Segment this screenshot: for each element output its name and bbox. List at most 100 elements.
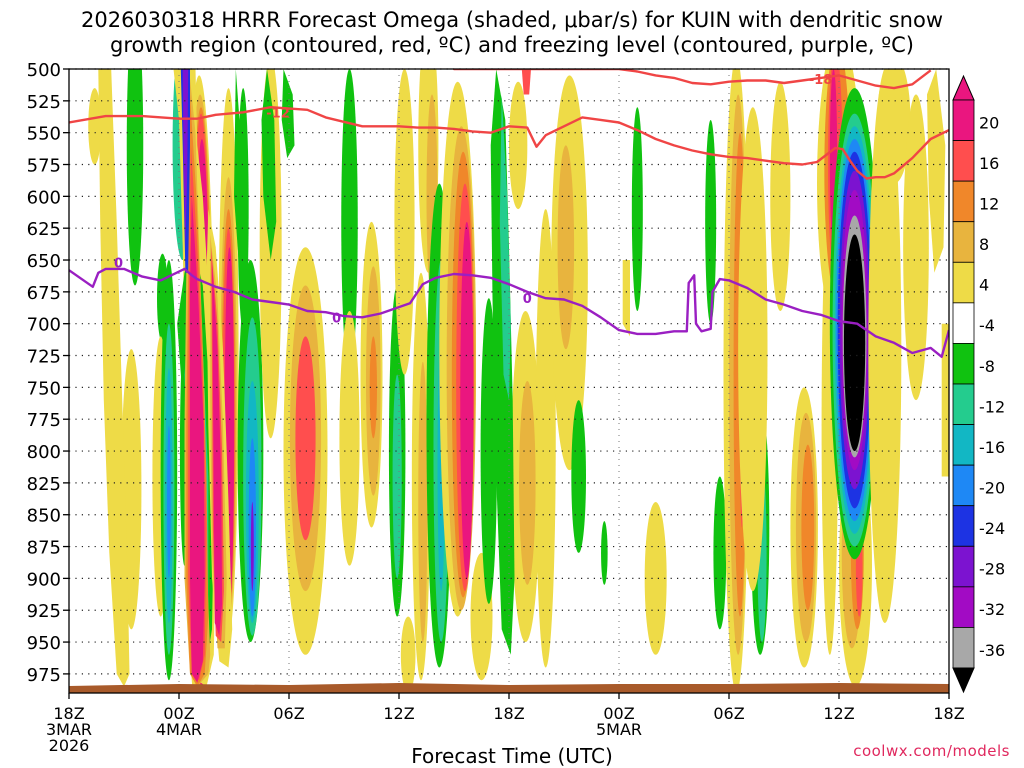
terrain-ground	[69, 683, 949, 693]
colorbar-label: -4	[979, 316, 995, 335]
colorbar-label: -36	[979, 641, 1005, 660]
x-tick-label: 00Z	[163, 704, 194, 723]
omega-blob	[250, 501, 254, 592]
colorbar-label: -12	[979, 397, 1005, 416]
omega-region	[927, 69, 946, 273]
y-tick-label: 500	[27, 60, 61, 81]
x-tick-label: 00Z	[603, 704, 634, 723]
omega-region	[234, 69, 244, 273]
omega-region	[281, 69, 295, 159]
dgz-contour-label: -12	[266, 106, 290, 121]
x-tick-label: 12Z	[383, 704, 414, 723]
y-tick-label: 950	[27, 633, 61, 654]
source-credit[interactable]: coolwx.com/models	[853, 742, 1010, 760]
omega-blob	[644, 501, 667, 655]
omega-blob	[713, 476, 727, 630]
omega-region	[490, 69, 515, 655]
freezing-level-label: 0	[114, 257, 123, 272]
colorbar-label: -32	[979, 600, 1005, 619]
colorbar-band	[952, 99, 975, 141]
colorbar-band	[952, 627, 975, 669]
colorbar-band	[952, 221, 975, 263]
omega-blob	[801, 444, 815, 611]
colorbar-band	[952, 545, 975, 588]
colorbar-label: 8	[979, 235, 989, 254]
omega-blob	[460, 221, 474, 579]
colorbar-label: -28	[979, 560, 1005, 579]
colorbar-band	[952, 505, 975, 547]
omega-blob	[394, 69, 415, 375]
colorbar-label: 20	[979, 113, 999, 132]
omega-blob	[571, 400, 587, 553]
freezing-level-label: 0	[523, 292, 532, 307]
colorbar-band	[952, 140, 975, 182]
y-tick-label: 625	[27, 219, 61, 240]
x-tick-label: 5MAR	[596, 720, 642, 739]
omega-region	[190, 196, 205, 683]
freezing-level-label: 0	[332, 311, 341, 326]
dgz-contour-label: -18	[809, 73, 833, 88]
dgz-contour-line	[452, 69, 932, 90]
omega-blob	[418, 361, 428, 643]
temperature-contours: -12 -18 0 0 0	[69, 69, 949, 358]
colorbar-label: -20	[979, 478, 1005, 497]
omega-blob	[339, 310, 360, 566]
y-tick-label: 575	[27, 156, 61, 177]
colorbar: 20 16 12 8 4 -4 -8 -12 -16 -20 -24 -28 -32 -36	[952, 74, 1005, 694]
omega-blob	[868, 75, 902, 623]
colorbar-band	[952, 464, 975, 507]
x-tick-label: 18Z	[493, 704, 524, 723]
colorbar-band	[952, 302, 975, 344]
y-tick-label: 850	[27, 506, 61, 527]
colorbar-band	[952, 261, 975, 304]
omega-blob	[480, 298, 498, 604]
omega-blob	[341, 69, 358, 375]
omega-region	[212, 260, 223, 636]
omega-region	[261, 69, 277, 260]
omega-region	[98, 69, 130, 687]
colorbar-label: -24	[979, 519, 1005, 538]
omega-shading	[88, 69, 949, 693]
omega-blob	[88, 88, 102, 165]
x-tick-label: 06Z	[713, 704, 744, 723]
colorbar-bottom-arrow	[952, 667, 975, 694]
y-tick-label: 550	[27, 124, 61, 145]
colorbar-band	[952, 424, 975, 466]
omega-region	[941, 323, 949, 477]
omega-region	[499, 94, 511, 401]
omega-blob	[535, 209, 556, 668]
y-tick-label: 825	[27, 474, 61, 495]
y-tick-label: 725	[27, 347, 61, 368]
colorbar-label: -8	[979, 357, 995, 376]
colorbar-top-arrow	[952, 74, 975, 101]
colorbar-label: 16	[979, 154, 999, 173]
omega-blob	[392, 374, 402, 579]
y-tick-label: 975	[27, 665, 61, 686]
axes: 500 525 550 575 600 625 650 675 700 725 750 775 800 8…	[27, 60, 965, 755]
y-tick-label: 525	[27, 92, 61, 113]
colorbar-band	[952, 586, 975, 628]
omega-blob	[903, 94, 929, 401]
y-tick-label: 675	[27, 283, 61, 304]
omega-blob	[601, 521, 608, 585]
colorbar-label: 4	[979, 276, 989, 295]
x-tick-label: 2026	[49, 736, 90, 755]
ground-band	[69, 683, 949, 693]
omega-blob	[843, 234, 866, 452]
x-axis-label: Forecast Time (UTC)	[411, 744, 613, 768]
freezing-level-line	[69, 267, 949, 358]
y-tick-label: 800	[27, 442, 61, 463]
y-tick-label: 750	[27, 378, 61, 399]
omega-region	[182, 69, 189, 248]
y-tick-label: 775	[27, 410, 61, 431]
omega-blob	[126, 69, 144, 286]
colorbar-band	[952, 383, 975, 425]
omega-blob	[400, 616, 416, 693]
colorbar-label: -16	[979, 438, 1005, 457]
x-tick-label: 18Z	[933, 704, 964, 723]
omega-blob	[295, 336, 316, 541]
chart-title-line-1: 2026030318 HRRR Forecast Omega (shaded, …	[80, 8, 943, 32]
colorbar-band	[952, 343, 975, 385]
omega-blob	[738, 107, 768, 592]
